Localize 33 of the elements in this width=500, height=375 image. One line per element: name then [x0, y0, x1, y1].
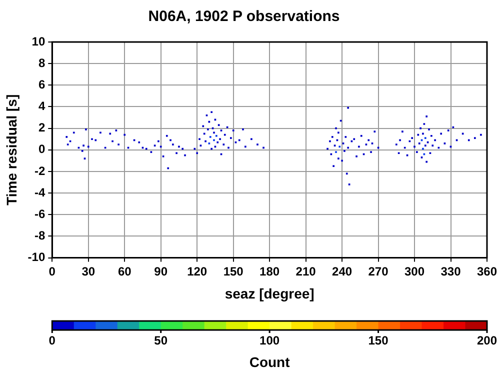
x-tick-label: 30 [82, 264, 96, 278]
y-tick-label: -8 [34, 228, 46, 243]
x-tick-label: 300 [404, 264, 425, 278]
color-bar-label: 100 [260, 333, 280, 348]
y-tick-label: 8 [38, 56, 46, 70]
x-tick-label: 360 [476, 264, 498, 278]
x-axis-title: seaz [degree] [224, 285, 314, 302]
y-tick-label: -4 [34, 185, 46, 200]
x-tick-label: 60 [118, 264, 132, 278]
x-tick-label: 240 [332, 264, 352, 278]
x-tick-label: 150 [223, 264, 244, 278]
y-tick-label: 4 [38, 99, 46, 114]
x-tick-label: 90 [154, 264, 168, 278]
chart-title: N06A, 1902 P observations [148, 8, 340, 26]
x-tick-label: 330 [440, 264, 462, 278]
color-bar-label: 0 [48, 333, 56, 348]
y-tick-label: -10 [28, 250, 46, 264]
x-tick-label: 180 [260, 264, 280, 278]
y-tick-label: 0 [38, 142, 46, 156]
x-tick-label: 120 [187, 264, 208, 278]
x-tick-label: 210 [296, 264, 316, 278]
color-bar-label: 150 [368, 333, 389, 348]
x-tick-label: 0 [48, 264, 56, 278]
y-tick-label: 6 [38, 77, 46, 92]
y-tick-label: -2 [34, 164, 46, 178]
y-axis-title: Time residual [s] [3, 94, 20, 206]
y-tick-label: 10 [32, 34, 46, 48]
x-tick-label: 270 [368, 264, 389, 278]
color-bar-label: 50 [154, 333, 168, 348]
y-tick-label: -6 [34, 206, 46, 221]
color-bar-title: Count [249, 354, 290, 370]
color-bar-label: 200 [476, 333, 498, 348]
y-tick-label: 2 [38, 120, 46, 135]
